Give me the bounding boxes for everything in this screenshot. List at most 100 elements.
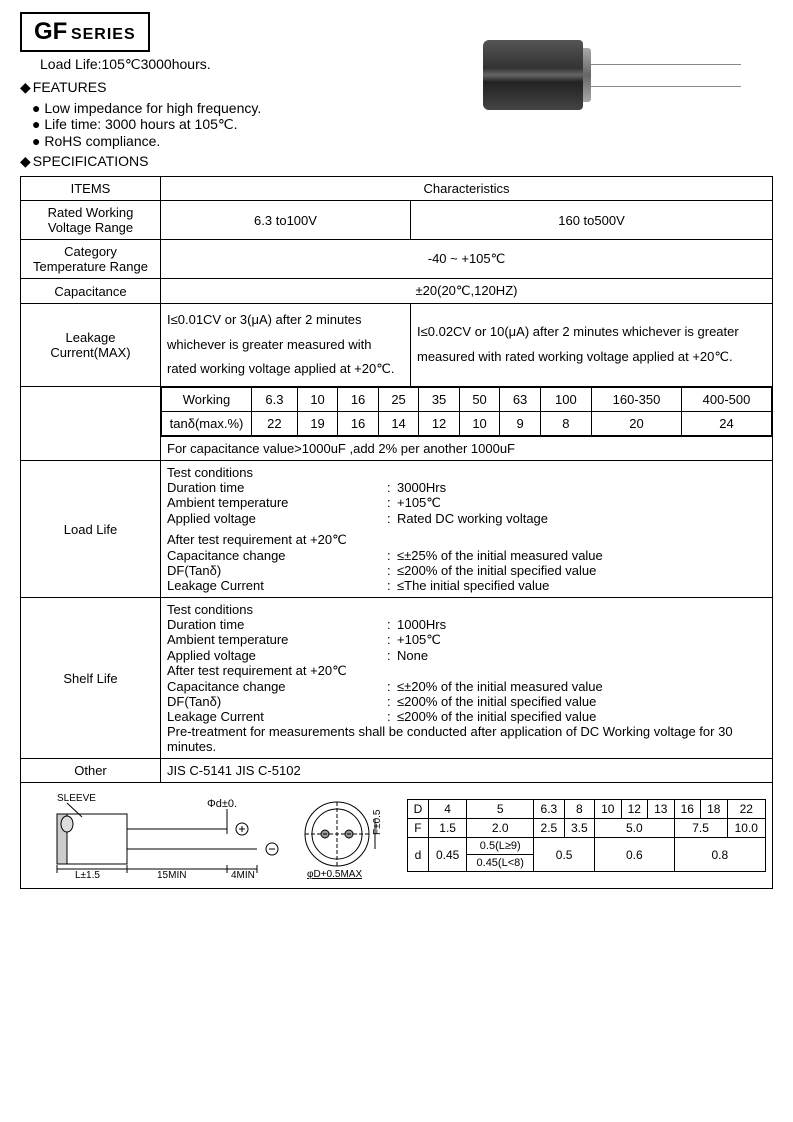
L-label: L±1.5	[75, 870, 100, 879]
tand-v: 10	[459, 412, 500, 436]
tand-row-label: tanδ(max.%)	[162, 412, 252, 436]
dimension-table-wrap: D 4 5 6.3 8 10 12 13 16 18 22 F 1.5 2.0 …	[407, 799, 766, 872]
series-title-box: GF SERIES	[20, 12, 150, 52]
feature-item: RoHS compliance.	[32, 133, 773, 149]
kv-value: Rated DC working voltage	[397, 511, 548, 526]
specifications-heading: SPECIFICATIONS	[20, 153, 773, 170]
F-val: 2.5	[534, 819, 564, 838]
tand-v: 12	[419, 412, 460, 436]
d-val: 0.8	[674, 838, 765, 872]
tand-table: Working 6.3 10 16 25 35 50 63 100 160-35…	[161, 387, 772, 436]
D-val: 10	[595, 800, 622, 819]
tand-v: 20	[592, 412, 682, 436]
kv-value: +105℃	[397, 495, 441, 511]
tand-h: 400-500	[682, 388, 772, 412]
tand-v: 16	[338, 412, 379, 436]
characteristics-header: Characteristics	[161, 177, 773, 201]
kv-label: Ambient temperature	[167, 495, 387, 511]
d-upper: 0.5(L≥9)	[467, 838, 534, 855]
tand-v: 9	[500, 412, 541, 436]
capacitor-lead	[591, 64, 741, 65]
F-row-label: F	[408, 819, 429, 838]
D-val: 22	[727, 800, 765, 819]
tand-v: 24	[682, 412, 772, 436]
F-val: 3.5	[564, 819, 594, 838]
phid-label: Φd±0.	[207, 798, 237, 810]
kv-value: ≤200% of the initial specified value	[397, 694, 596, 709]
kv-value: ≤±25% of the initial measured value	[397, 548, 603, 563]
D-val: 8	[564, 800, 594, 819]
tand-v: 8	[540, 412, 591, 436]
dimension-front-drawing: F±0.5 φD+0.5MAX	[287, 789, 407, 882]
kv-label: Ambient temperature	[167, 632, 387, 648]
kv-label: DF(Tanδ)	[167, 563, 387, 578]
kv-value: ≤The initial specified value	[397, 578, 549, 593]
tand-h: 63	[500, 388, 541, 412]
after-heading: After test requirement at +20℃	[167, 532, 766, 548]
tand-label-cell	[21, 387, 161, 461]
d-lower: 0.45(L<8)	[467, 855, 534, 872]
D-row-label: D	[408, 800, 429, 819]
leakage-text-1: I≤0.01CV or 3(μA) after 2 minutes whiche…	[161, 304, 411, 387]
D-val: 6.3	[534, 800, 564, 819]
F-val: 2.0	[467, 819, 534, 838]
tand-note: For capacitance value>1000uF ,add 2% per…	[161, 437, 773, 461]
d-row-label: d	[408, 838, 429, 872]
kv-label: DF(Tanδ)	[167, 694, 387, 709]
other-label: Other	[21, 759, 161, 783]
shelflife-cell: Test conditions Duration time:1000Hrs Am…	[161, 598, 773, 759]
tand-h: 35	[419, 388, 460, 412]
tand-table-cell: Working 6.3 10 16 25 35 50 63 100 160-35…	[161, 387, 773, 437]
capacitor-body	[483, 40, 583, 110]
shelflife-label: Shelf Life	[21, 598, 161, 759]
voltage-range-2: 160 to500V	[411, 201, 773, 240]
kv-label: Capacitance change	[167, 679, 387, 694]
D-val: 12	[621, 800, 648, 819]
capacitance-value: ±20(20℃,120HZ)	[161, 279, 773, 304]
after-heading: After test requirement at +20℃	[167, 663, 766, 679]
cond-heading: Test conditions	[167, 602, 766, 617]
loadlife-label: Load Life	[21, 461, 161, 598]
kv-value: ≤200% of the initial specified value	[397, 709, 596, 724]
kv-value: ≤200% of the initial specified value	[397, 563, 596, 578]
kv-value: 3000Hrs	[397, 480, 446, 495]
F-val: 1.5	[428, 819, 466, 838]
other-value: JIS C-5141 JIS C-5102	[161, 759, 773, 783]
d-val: 0.6	[595, 838, 675, 872]
kv-value: None	[397, 648, 428, 663]
dimension-side-drawing: SLEEVE Φd±0. L±1.5 15MIN 4MIN	[27, 789, 287, 882]
F-label: F±0.5	[372, 809, 383, 835]
tand-h: 16	[338, 388, 379, 412]
phiD-label: φD+0.5MAX	[307, 869, 362, 879]
tand-h: 25	[378, 388, 419, 412]
lead2-label: 4MIN	[231, 870, 255, 879]
tand-h: 160-350	[592, 388, 682, 412]
F-val: 5.0	[595, 819, 675, 838]
capacitor-lead	[591, 86, 741, 87]
tand-h: 50	[459, 388, 500, 412]
kv-label: Duration time	[167, 480, 387, 495]
series-name: GF	[34, 18, 67, 45]
temp-range-label: Category Temperature Range	[21, 240, 161, 279]
series-suffix: SERIES	[71, 26, 136, 43]
pretreat-note: Pre-treatment for measurements shall be …	[167, 724, 766, 754]
F-val: 10.0	[727, 819, 765, 838]
lead1-label: 15MIN	[157, 870, 186, 879]
tand-working-header: Working	[162, 388, 252, 412]
tand-h: 10	[297, 388, 338, 412]
voltage-range-label: Rated Working Voltage Range	[21, 201, 161, 240]
tand-h: 100	[540, 388, 591, 412]
F-val: 7.5	[674, 819, 727, 838]
items-header: ITEMS	[21, 177, 161, 201]
kv-label: Applied voltage	[167, 511, 387, 526]
kv-label: Capacitance change	[167, 548, 387, 563]
dimension-section: SLEEVE Φd±0. L±1.5 15MIN 4MIN	[20, 783, 773, 889]
tand-v: 19	[297, 412, 338, 436]
d-val: 0.45	[428, 838, 466, 872]
spec-table: ITEMS Characteristics Rated Working Volt…	[20, 176, 773, 783]
kv-value: 1000Hrs	[397, 617, 446, 632]
capacitance-label: Capacitance	[21, 279, 161, 304]
kv-value: ≤±20% of the initial measured value	[397, 679, 603, 694]
sleeve-label: SLEEVE	[57, 793, 96, 804]
tand-h: 6.3	[252, 388, 298, 412]
